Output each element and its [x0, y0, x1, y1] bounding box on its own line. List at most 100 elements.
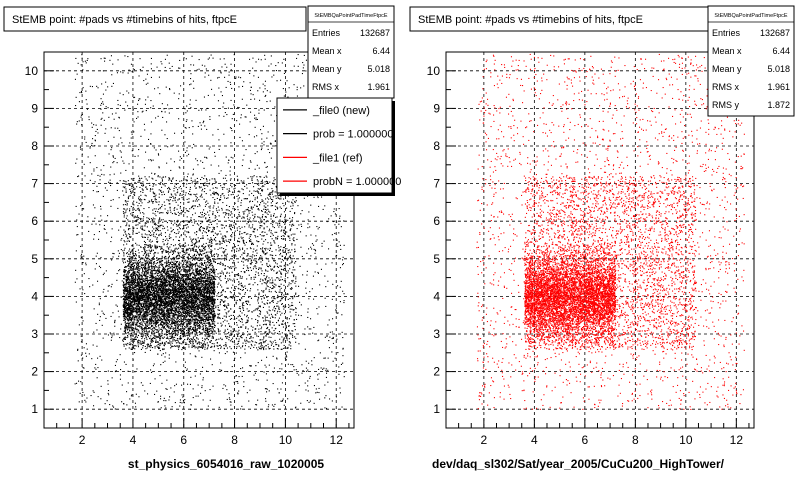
scatter-point [114, 364, 116, 366]
scatter-point [147, 271, 149, 273]
scatter-point [142, 318, 144, 320]
scatter-point [278, 345, 280, 347]
scatter-point [160, 290, 162, 292]
scatter-point [130, 336, 132, 338]
scatter-point [180, 290, 182, 292]
scatter-point [136, 313, 138, 315]
scatter-point [150, 273, 152, 275]
scatter-point [179, 304, 181, 306]
scatter-point [111, 259, 113, 261]
scatter-point [224, 255, 226, 257]
scatter-point [146, 262, 148, 264]
scatter-point [206, 370, 208, 372]
scatter-point [163, 298, 165, 300]
scatter-point [185, 307, 187, 309]
scatter-point [190, 274, 192, 276]
scatter-point [174, 278, 176, 280]
scatter-point [146, 344, 148, 346]
scatter-point [213, 346, 215, 348]
scatter-point [195, 298, 197, 300]
scatter-point [208, 255, 210, 257]
scatter-point [276, 231, 278, 233]
scatter-point [169, 246, 171, 248]
scatter-point [249, 304, 251, 306]
scatter-point [245, 322, 247, 324]
scatter-point [172, 337, 174, 339]
scatter-point [135, 262, 137, 264]
scatter-point [232, 246, 234, 248]
scatter-point [156, 277, 158, 279]
scatter-point [293, 369, 295, 371]
scatter-point [170, 296, 172, 298]
scatter-point [144, 328, 146, 330]
scatter-point [136, 272, 138, 274]
scatter-point [100, 124, 102, 126]
scatter-point [161, 305, 163, 307]
scatter-point [141, 307, 143, 309]
scatter-point [177, 275, 179, 277]
scatter-point [184, 333, 186, 335]
scatter-point [211, 244, 213, 246]
scatter-point [238, 107, 240, 109]
scatter-point [278, 308, 280, 310]
scatter-point [123, 344, 125, 346]
scatter-point [136, 279, 138, 281]
scatter-point [104, 187, 106, 189]
scatter-point [281, 62, 283, 64]
scatter-point [256, 197, 258, 199]
scatter-point [166, 274, 168, 276]
scatter-point [229, 225, 231, 227]
scatter-point [188, 253, 190, 255]
scatter-point [231, 339, 233, 341]
scatter-point [166, 279, 168, 281]
scatter-point [331, 351, 333, 353]
scatter-point [204, 322, 206, 324]
scatter-point [123, 278, 125, 280]
scatter-point [174, 200, 176, 202]
scatter-point [169, 274, 171, 276]
scatter-point [156, 319, 158, 321]
scatter-point [331, 262, 333, 264]
scatter-point [133, 288, 135, 290]
scatter-point [283, 305, 285, 307]
scatter-point [217, 194, 219, 196]
scatter-point [177, 274, 179, 276]
scatter-point [280, 342, 282, 344]
scatter-point [146, 234, 148, 236]
scatter-point [167, 342, 169, 344]
scatter-point [323, 240, 325, 242]
scatter-point [131, 334, 133, 336]
scatter-point [157, 279, 159, 281]
scatter-point [186, 287, 188, 289]
scatter-point [249, 121, 251, 123]
scatter-point [263, 282, 265, 284]
scatter-point [218, 148, 220, 150]
scatter-point [124, 231, 126, 233]
scatter-point [136, 292, 138, 294]
scatter-point [176, 322, 178, 324]
scatter-point [169, 207, 171, 209]
scatter-point [225, 335, 227, 337]
scatter-point [146, 302, 148, 304]
scatter-point [186, 271, 188, 273]
scatter-point [179, 401, 181, 403]
scatter-point [144, 222, 146, 224]
scatter-point [198, 266, 200, 268]
scatter-point [137, 296, 139, 298]
scatter-point [169, 319, 171, 321]
scatter-point [138, 318, 140, 320]
scatter-point [198, 326, 200, 328]
scatter-point [156, 241, 158, 243]
scatter-point [291, 225, 293, 227]
scatter-point [161, 274, 163, 276]
scatter-point [214, 326, 216, 328]
scatter-point [258, 221, 260, 223]
scatter-point [332, 337, 334, 339]
scatter-point [274, 260, 276, 262]
scatter-point [275, 254, 277, 256]
scatter-point [138, 179, 140, 181]
scatter-point [215, 339, 217, 341]
scatter-point [179, 283, 181, 285]
scatter-point [225, 86, 227, 88]
scatter-point [127, 180, 129, 182]
